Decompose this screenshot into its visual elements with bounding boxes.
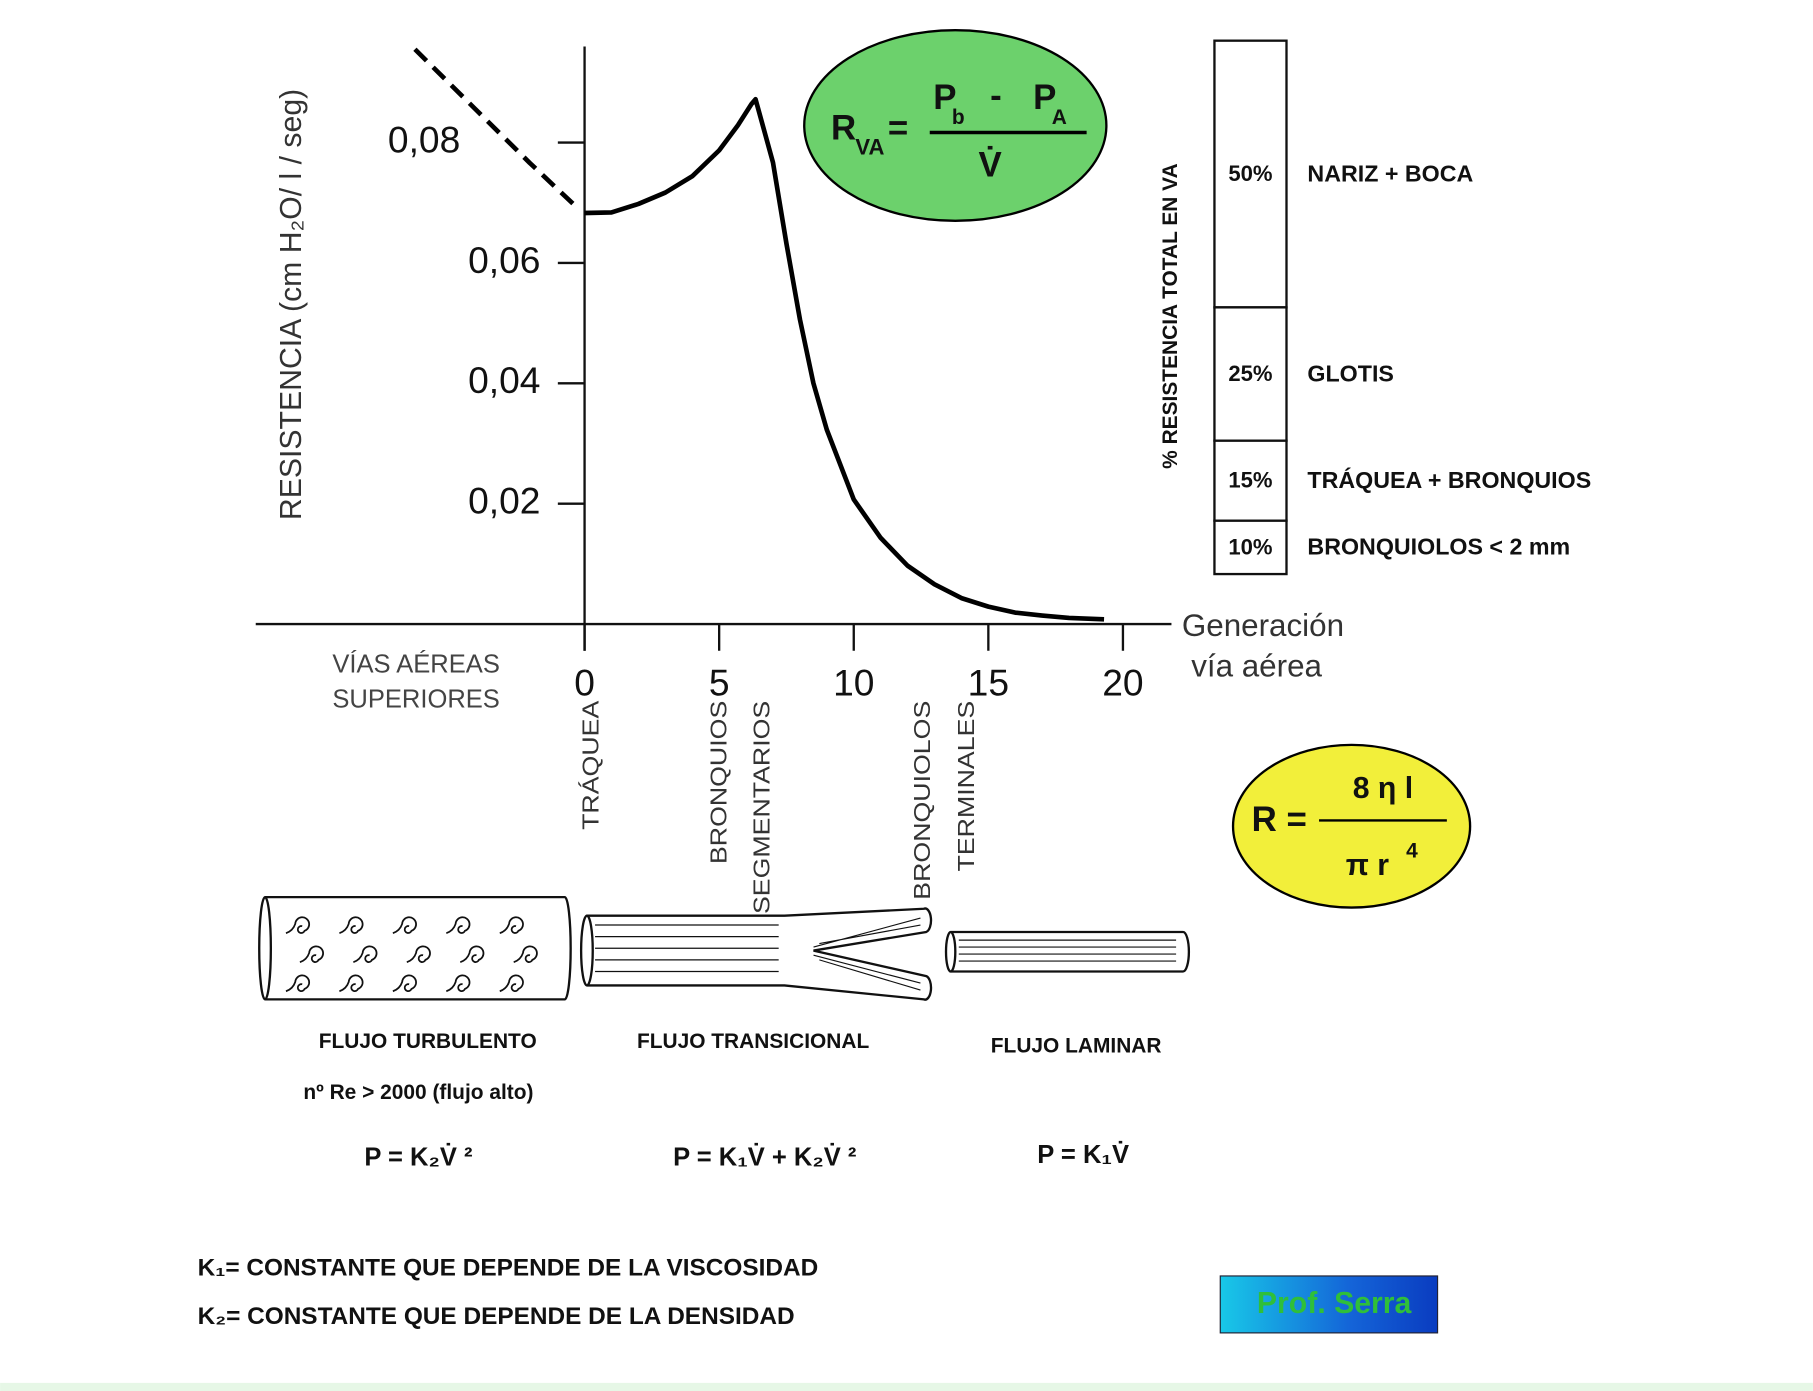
- swirl: [339, 916, 364, 934]
- swirl: [392, 916, 417, 934]
- annotation: VÍAS AÉREAS: [332, 650, 500, 679]
- annotation: BRONQUIOLOS: [911, 701, 936, 900]
- badge: [1219, 1275, 1439, 1334]
- swirl: [459, 945, 485, 964]
- bar-segment: [1213, 39, 1288, 309]
- swirls: [285, 916, 538, 993]
- flow-equation: P = K₂V̇ ²: [364, 1143, 472, 1172]
- segment-name: TRÁQUEA + BRONQUIOS: [1307, 466, 1591, 493]
- formula-text: P: [933, 78, 956, 117]
- annotation: TRÁQUEA: [580, 700, 605, 830]
- formula-text: 8 η l: [1353, 772, 1413, 805]
- swirl: [446, 916, 471, 934]
- formula-text: V̇: [979, 146, 1003, 185]
- bottom-strip: [0, 1382, 1813, 1391]
- formula-bubble: [803, 29, 1108, 222]
- annotation: BRONQUIOS: [707, 701, 732, 864]
- flow-lines: [595, 917, 921, 991]
- formula-text: -: [990, 76, 1002, 115]
- flow-label: FLUJO TRANSICIONAL: [637, 1030, 870, 1053]
- formula-text: =: [888, 108, 908, 147]
- formula-text: b: [952, 106, 965, 129]
- formula-text: VA: [855, 135, 884, 160]
- bar-segment: [1213, 306, 1288, 442]
- formula-text: A: [1052, 106, 1067, 129]
- bar-label: 10%: [1228, 534, 1273, 559]
- flow-equation: P = K₁V̇: [1037, 1140, 1129, 1169]
- y-axis-title: RESISTENCIA (cm H₂O/ l / seg): [275, 89, 308, 520]
- tube: [258, 895, 273, 1001]
- formula-text: R =: [1252, 800, 1307, 839]
- x-tick-label: 10: [833, 661, 874, 703]
- x-axis-title: vía aérea: [1191, 648, 1322, 683]
- swirl: [285, 974, 311, 993]
- annotation: SUPERIORES: [332, 685, 500, 713]
- x-tick-label: 0: [574, 661, 595, 703]
- tube: [950, 930, 1191, 973]
- footnote: K₂= CONSTANTE QUE DEPENDE DE LA DENSIDAD: [198, 1303, 795, 1330]
- y-tick-label: 0,04: [468, 359, 540, 401]
- flow-lines: [958, 939, 1177, 962]
- annotation: TERMINALES: [955, 701, 980, 872]
- swirl: [499, 974, 524, 993]
- swirl: [285, 916, 311, 934]
- tube: [265, 895, 572, 1001]
- formula-text: 4: [1406, 839, 1418, 862]
- x-tick-label: 15: [968, 661, 1009, 703]
- flow-label: FLUJO TURBULENTO: [319, 1030, 537, 1053]
- x-axis-title: Generación: [1182, 608, 1344, 643]
- segment-name: NARIZ + BOCA: [1307, 160, 1473, 186]
- segment-name: BRONQUIOLOS < 2 mm: [1307, 534, 1570, 560]
- tube: [579, 914, 594, 987]
- swirl: [299, 945, 324, 964]
- y-tick-label: 0,06: [468, 239, 540, 281]
- badge-text: Prof. Serra: [1257, 1287, 1412, 1320]
- bar-segment: [1213, 519, 1288, 576]
- bar-label: 15%: [1228, 468, 1273, 493]
- formula-text: P: [1033, 78, 1056, 117]
- swirl: [499, 916, 524, 934]
- swirl: [406, 945, 431, 964]
- y-tick-label: 0,02: [468, 479, 540, 521]
- segment-name: GLOTIS: [1307, 360, 1393, 386]
- flow-note: nº Re > 2000 (flujo alto): [303, 1081, 533, 1104]
- formula-text: R: [831, 108, 856, 147]
- formula-bubble: [1231, 743, 1472, 909]
- swirl: [339, 974, 364, 993]
- footnote: K₁= CONSTANTE QUE DEPENDE DE LA VISCOSID…: [198, 1254, 819, 1281]
- line-series: [413, 47, 579, 209]
- tube: [586, 907, 933, 1001]
- bar-segment: [1213, 439, 1288, 522]
- annotation: SEGMENTARIOS: [750, 701, 775, 914]
- bar-label: 25%: [1228, 361, 1273, 386]
- flow-label: FLUJO LAMINAR: [991, 1035, 1162, 1058]
- y-axis-title: % RESISTENCIA TOTAL EN VA: [1159, 163, 1182, 469]
- y-tick-label: 0,08: [388, 118, 460, 160]
- swirl: [446, 974, 471, 993]
- flow-equation: P = K₁V̇ + K₂V̇ ²: [673, 1143, 856, 1172]
- swirl: [392, 974, 417, 993]
- formula-text: π r: [1346, 849, 1390, 882]
- x-tick-label: 20: [1102, 661, 1143, 703]
- tube: [944, 930, 957, 973]
- swirl: [353, 945, 378, 964]
- tube-drawings: [258, 895, 1191, 1001]
- bar-label: 50%: [1228, 161, 1273, 186]
- swirl: [513, 945, 538, 964]
- line-series: [584, 96, 1105, 622]
- x-tick-label: 5: [709, 661, 730, 703]
